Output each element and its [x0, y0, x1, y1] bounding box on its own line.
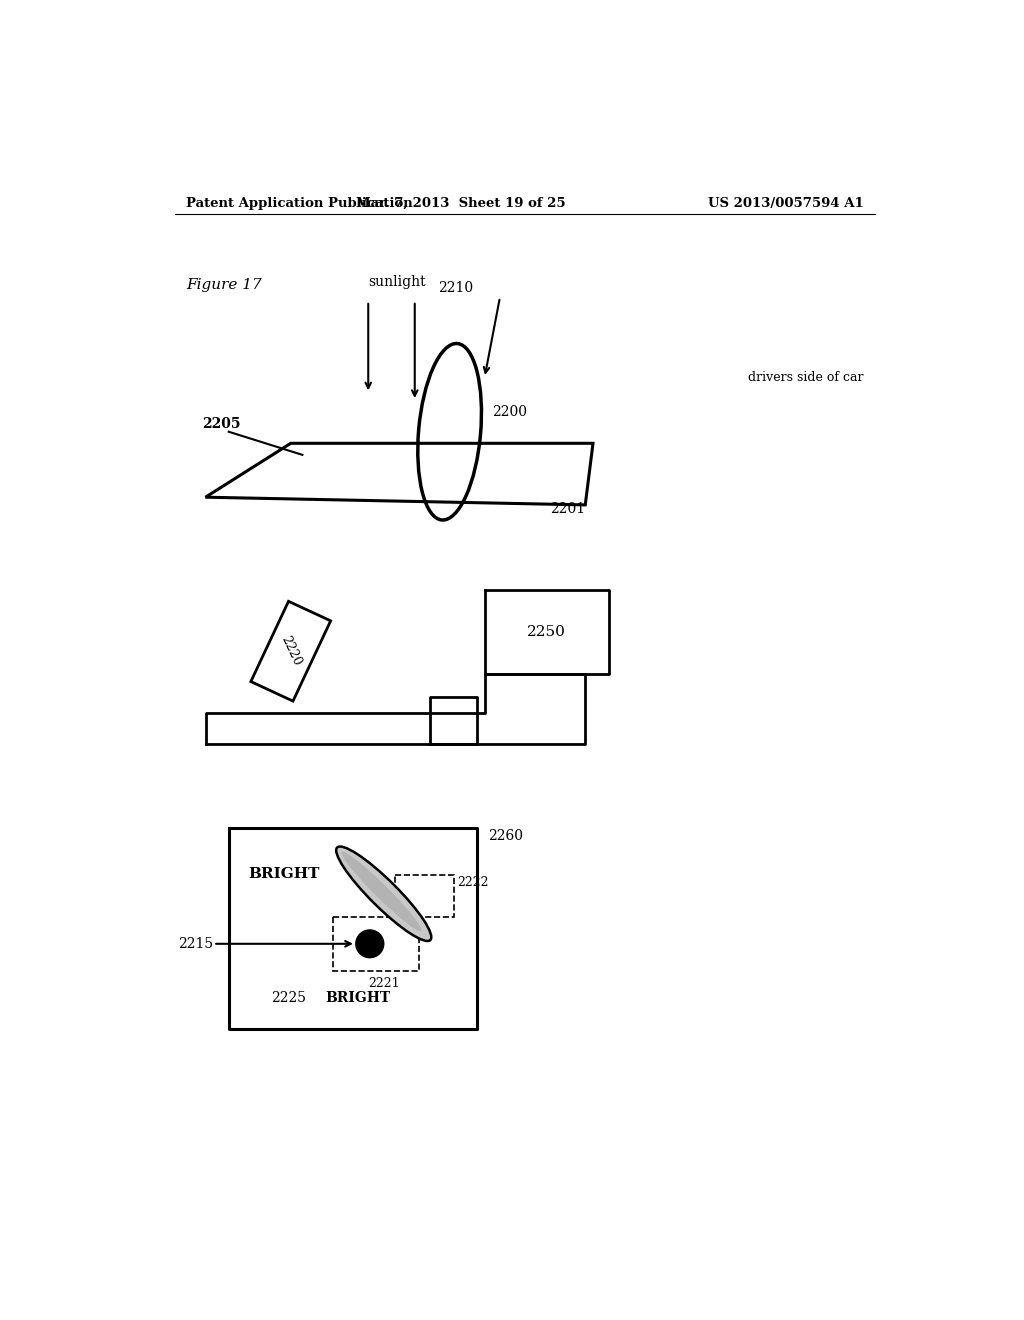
Text: US 2013/0057594 A1: US 2013/0057594 A1 — [709, 197, 864, 210]
Text: 2225: 2225 — [271, 991, 306, 1005]
Text: BRIGHT: BRIGHT — [326, 991, 391, 1005]
Text: sunlight: sunlight — [369, 275, 426, 289]
Text: 2210: 2210 — [438, 281, 473, 294]
Ellipse shape — [342, 851, 421, 931]
Text: 2200: 2200 — [493, 405, 527, 420]
Bar — [334, 917, 419, 970]
Text: 2260: 2260 — [488, 829, 523, 843]
Text: Patent Application Publication: Patent Application Publication — [186, 197, 413, 210]
Text: 2222: 2222 — [458, 876, 488, 890]
Text: 2205: 2205 — [202, 417, 240, 432]
Text: 2221: 2221 — [369, 977, 400, 990]
Text: Figure 17: Figure 17 — [186, 279, 262, 293]
Text: 2250: 2250 — [527, 624, 566, 639]
Bar — [395, 874, 454, 917]
Circle shape — [356, 929, 384, 958]
Text: BRIGHT: BRIGHT — [248, 867, 319, 882]
Text: 2201: 2201 — [550, 502, 586, 516]
Text: Mar. 7, 2013  Sheet 19 of 25: Mar. 7, 2013 Sheet 19 of 25 — [356, 197, 566, 210]
Text: 2220: 2220 — [279, 634, 303, 668]
Ellipse shape — [336, 846, 431, 941]
Text: drivers side of car: drivers side of car — [748, 371, 863, 384]
Text: 2215: 2215 — [178, 937, 213, 950]
